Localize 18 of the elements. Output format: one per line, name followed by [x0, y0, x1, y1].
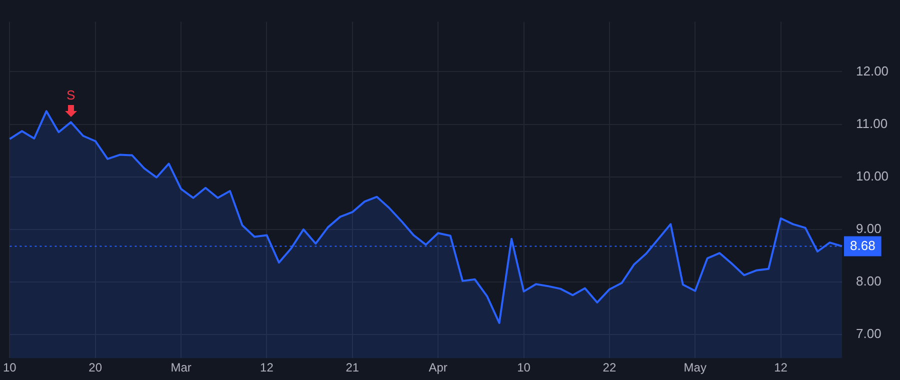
y-tick-label: 12.00: [856, 63, 889, 78]
x-tick-label: 20: [88, 360, 102, 375]
x-tick-label: Apr: [428, 360, 448, 375]
x-tick-label: 12: [774, 360, 788, 375]
annotation: S: [66, 87, 76, 102]
x-tick-label: Mar: [170, 360, 192, 375]
x-tick-label: 10: [517, 360, 531, 375]
y-tick-label: 9.00: [856, 221, 882, 236]
y-tick-label: 8.00: [856, 274, 882, 289]
x-tick-label: 10: [2, 360, 17, 375]
x-tick-label: 12: [260, 360, 274, 375]
y-tick-label: 10.00: [856, 168, 889, 184]
x-tick-label: 21: [346, 360, 360, 375]
x-tick-label: 22: [602, 360, 616, 375]
y-tick-label: 11.00: [856, 116, 888, 131]
ref-line-label: 8.68: [850, 238, 876, 253]
y-tick-label: 7.00: [856, 326, 882, 342]
x-tick-label: May: [684, 360, 706, 375]
